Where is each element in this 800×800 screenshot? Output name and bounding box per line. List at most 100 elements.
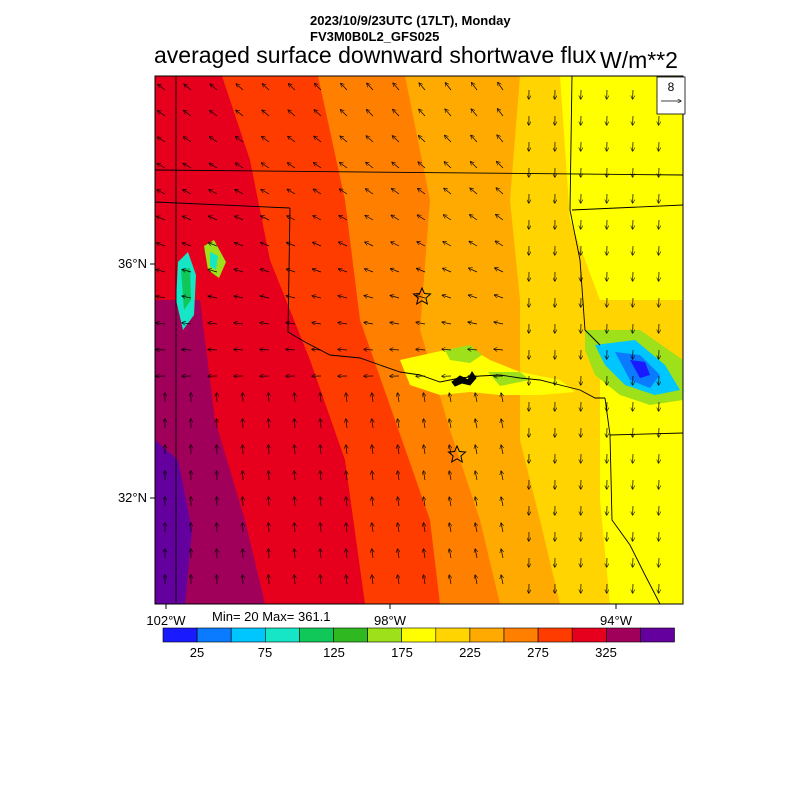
colorbar-label-25: 25: [189, 645, 205, 660]
wind-vector: [418, 162, 426, 169]
wind-vector: [234, 296, 244, 298]
wind-vector: [268, 419, 269, 429]
wind-vector: [261, 216, 270, 221]
wind-vector: [294, 497, 295, 507]
wind-vector: [157, 164, 166, 169]
wind-vector: [391, 242, 400, 247]
wind-vector: [346, 497, 347, 507]
lat-label-36: 36°N: [118, 256, 147, 271]
wind-vector: [156, 323, 166, 324]
wind-vector: [364, 296, 374, 298]
wind-vector: [475, 419, 477, 429]
wind-vector: [398, 497, 399, 507]
wind-vector: [287, 189, 296, 195]
wind-vector: [449, 471, 451, 481]
wind-vector: [390, 296, 400, 299]
wind-vector: [312, 323, 322, 324]
colorbar-box: [401, 627, 437, 643]
wind-vector: [157, 243, 166, 247]
map-frame: [154, 75, 684, 605]
wind-vector: [287, 269, 296, 273]
wind-vector: [312, 349, 322, 350]
wind-vector: [501, 549, 503, 559]
wind-vector: [156, 350, 166, 351]
wind-vector: [209, 216, 218, 221]
wind-vector: [469, 268, 478, 273]
wind-vector: [469, 241, 478, 247]
wind-vector: [346, 393, 347, 403]
wind-vector: [364, 322, 374, 324]
wind-vector: [471, 109, 478, 117]
wind-vector: [365, 242, 374, 247]
model-label: FV3M0B0L2_GFS025: [310, 29, 440, 44]
wind-vector: [372, 575, 373, 585]
wind-vector: [209, 243, 218, 247]
colorbar-box: [367, 627, 403, 643]
wind-vector: [184, 111, 192, 117]
wind-vector: [475, 549, 477, 559]
lat-label-32: 32°N: [118, 490, 147, 505]
wind-vector: [419, 83, 426, 91]
wind-vector: [495, 268, 504, 273]
wind-vector: [262, 163, 270, 169]
missouri-arkansas-border: [569, 76, 601, 346]
wind-vector: [157, 216, 166, 221]
colorbar-box: [469, 627, 505, 643]
wind-vector: [286, 323, 296, 324]
star-dallas-fort-worth: [447, 444, 467, 464]
wind-vector: [313, 242, 322, 247]
wind-vector: [313, 269, 322, 273]
wind-vector: [268, 523, 269, 533]
wind-vector: [393, 83, 400, 91]
wind-vector: [424, 393, 426, 403]
wind-vector: [417, 215, 426, 221]
wind-vector: [398, 549, 399, 559]
wind-vector: [262, 84, 270, 91]
wind-vector: [391, 215, 400, 221]
wind-vector: [268, 471, 269, 481]
wind-vector: [294, 575, 295, 585]
wind-vector: [470, 188, 478, 195]
wind-vector: [243, 419, 244, 429]
wind-vector: [498, 109, 504, 117]
wind-vector: [495, 241, 504, 247]
wind-vector: [398, 393, 399, 403]
wind-vector: [372, 497, 373, 507]
wind-vector: [475, 393, 477, 403]
wind-vector: [424, 497, 426, 507]
wind-vector: [286, 349, 296, 350]
wind-vector: [444, 215, 452, 221]
wind-vector: [365, 269, 374, 273]
wind-vector: [390, 322, 400, 324]
red-river-border: [287, 207, 605, 399]
colorbar-box: [537, 627, 573, 643]
wind-vector: [346, 523, 347, 533]
wind-vector: [261, 243, 270, 247]
wind-vector: [158, 111, 166, 117]
wind-vector: [419, 109, 426, 117]
wind-vector: [182, 350, 192, 351]
wind-vector: [398, 471, 399, 481]
colorbar-label-75: 75: [257, 645, 273, 660]
wind-vector: [393, 110, 400, 117]
colorbar-box: [640, 627, 675, 643]
wind-vector: [315, 84, 322, 91]
wind-vector: [262, 137, 270, 143]
wind-vector: [312, 296, 322, 298]
wind-vector: [449, 419, 451, 429]
wind-vector: [320, 419, 321, 429]
wind-vector: [424, 445, 426, 455]
wind-vector: [424, 471, 426, 481]
colorbar-box: [503, 627, 539, 643]
wind-vector: [444, 162, 452, 169]
wind-vector: [501, 393, 503, 403]
colorbar-box: [435, 627, 471, 643]
wind-vector: [182, 296, 192, 298]
wind-vector: [210, 111, 218, 117]
wind-vector: [287, 216, 296, 221]
wind-vector: [156, 270, 166, 272]
wind-vector: [468, 349, 478, 350]
wind-vector: [260, 349, 270, 350]
wind-vector: [313, 189, 322, 195]
wind-vector: [366, 162, 374, 169]
